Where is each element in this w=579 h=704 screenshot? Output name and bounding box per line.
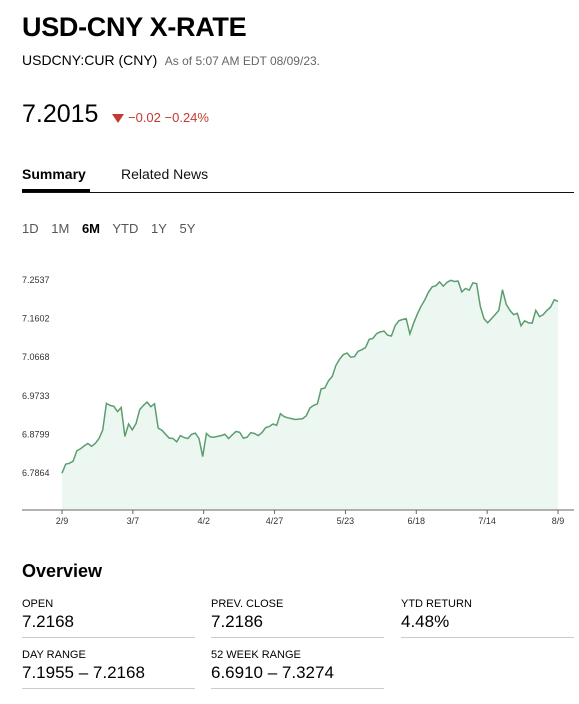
tab-related-news[interactable]: Related News (121, 166, 209, 182)
range-selector: 1D 1M 6M YTD 1Y 5Y (22, 221, 204, 236)
y-tick-label: 7.0668 (22, 352, 50, 362)
x-tick-label: 4/2 (197, 516, 210, 526)
x-tick-label: 8/9 (552, 516, 565, 526)
last-price: 7.2015 (22, 100, 99, 128)
stat-52-week-range: 52 WEEK RANGE 6.6910 – 7.3274 (211, 641, 384, 689)
y-tick-label: 6.9733 (22, 391, 50, 401)
page-title: USD-CNY X-RATE (22, 12, 247, 42)
price-chart[interactable]: 7.2537 7.1602 7.0668 6.9733 6.8799 6.7864 2/9… (0, 262, 579, 532)
chart-area-fill (62, 280, 558, 510)
stat-value: 4.48% (401, 612, 450, 631)
x-tick-label: 4/27 (266, 516, 284, 526)
ticker-line: USDCNY:CUR (CNY) As of 5:07 AM EDT 08/09… (22, 52, 320, 70)
x-tick-label: 2/9 (56, 516, 69, 526)
range-5y[interactable]: 5Y (179, 221, 196, 236)
chart-series-line (61, 279, 559, 474)
x-tick-label: 7/14 (478, 516, 496, 526)
x-tick-label: 5/23 (337, 516, 355, 526)
x-axis: 2/9 3/7 4/2 4/27 5/23 6/18 7/14 8/9 (56, 510, 565, 526)
stat-value: 7.2186 (211, 612, 263, 631)
range-1m[interactable]: 1M (51, 221, 70, 236)
stat-prev-close: PREV. CLOSE 7.2186 (211, 590, 384, 638)
as-of-timestamp: As of 5:07 AM EDT 08/09/23. (164, 54, 320, 68)
price-change: −0.02 −0.24% (112, 110, 209, 125)
range-1d[interactable]: 1D (22, 221, 39, 236)
y-axis: 7.2537 7.1602 7.0668 6.9733 6.8799 6.7864 (22, 275, 50, 478)
stat-label: PREV. CLOSE (211, 598, 284, 610)
down-triangle-icon (112, 114, 124, 123)
y-tick-label: 6.8799 (22, 429, 50, 439)
stat-value: 7.1955 – 7.2168 (22, 663, 145, 682)
tab-bar: Summary Related News (22, 163, 574, 193)
stat-label: YTD RETURN (401, 598, 472, 610)
stat-day-range: DAY RANGE 7.1955 – 7.2168 (22, 641, 195, 689)
stat-open: OPEN 7.2168 (22, 590, 195, 638)
stat-value: 7.2168 (22, 612, 74, 631)
stat-ytd-return: YTD RETURN 4.48% (401, 590, 574, 638)
range-6m[interactable]: 6M (81, 221, 100, 236)
range-1y[interactable]: 1Y (151, 221, 167, 236)
ticker-symbol: USDCNY:CUR (CNY) (22, 52, 158, 68)
stat-value: 6.6910 – 7.3274 (211, 663, 334, 682)
x-tick-label: 6/18 (408, 516, 426, 526)
x-tick-label: 3/7 (127, 516, 140, 526)
stat-label: OPEN (22, 598, 54, 610)
price-change-value: −0.02 −0.24% (128, 110, 209, 125)
y-tick-label: 7.1602 (22, 314, 50, 324)
y-tick-label: 7.2537 (22, 275, 50, 285)
overview-title: Overview (22, 561, 103, 581)
stat-label: 52 WEEK RANGE (211, 649, 301, 661)
y-tick-label: 6.7864 (22, 468, 50, 478)
stat-label: DAY RANGE (22, 649, 86, 661)
tab-summary[interactable]: Summary (22, 166, 90, 192)
range-ytd[interactable]: YTD (112, 221, 139, 236)
